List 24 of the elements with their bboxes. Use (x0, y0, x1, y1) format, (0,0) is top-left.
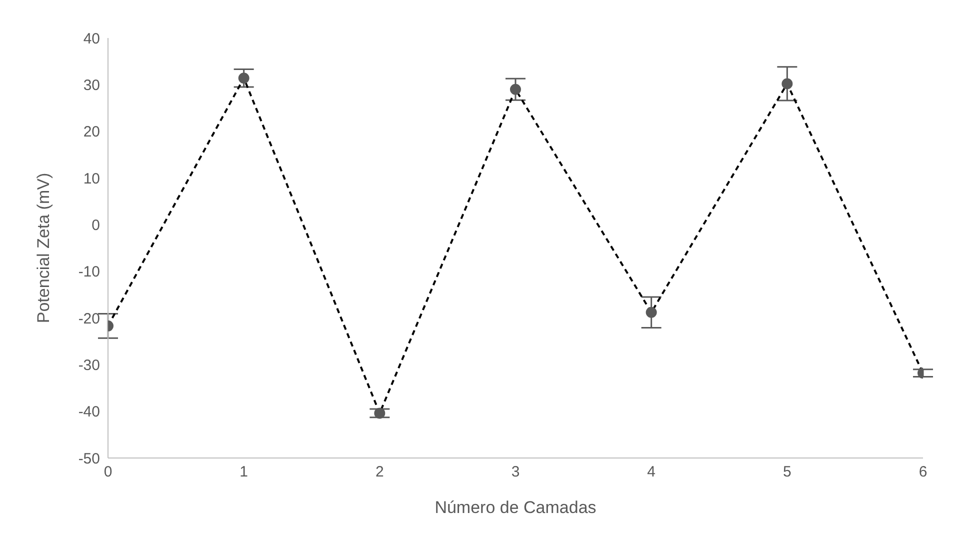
y-tick-label: -10 (78, 264, 100, 281)
y-tick-label: -50 (78, 450, 100, 468)
y-tick-label: 10 (83, 170, 100, 188)
x-axis-title: Número de Camadas (434, 498, 596, 517)
point (782, 78, 793, 90)
x-tick-label: 5 (782, 464, 792, 481)
x-tick-label: 3 (511, 464, 520, 481)
y-tick-label: -40 (78, 404, 100, 421)
y-axis-title: Potencial Zeta (mV) (34, 172, 54, 324)
x-tick-label: 6 (918, 464, 928, 481)
x-tick-label: 0 (104, 464, 112, 481)
y-tick-label: 0 (92, 216, 100, 234)
y-tick-label: -20 (78, 310, 100, 328)
y-tick-label: 40 (83, 30, 100, 48)
y-tick-label: 30 (83, 76, 100, 94)
point (510, 84, 521, 95)
point (646, 306, 657, 318)
x-tick-label: 4 (647, 464, 656, 481)
y-tick-label: 20 (83, 124, 100, 141)
point (374, 408, 386, 419)
y-tick-label: -30 (78, 356, 100, 374)
x-tick-label: 1 (240, 464, 248, 481)
x-tick-label: 2 (375, 464, 384, 481)
point (238, 72, 250, 84)
